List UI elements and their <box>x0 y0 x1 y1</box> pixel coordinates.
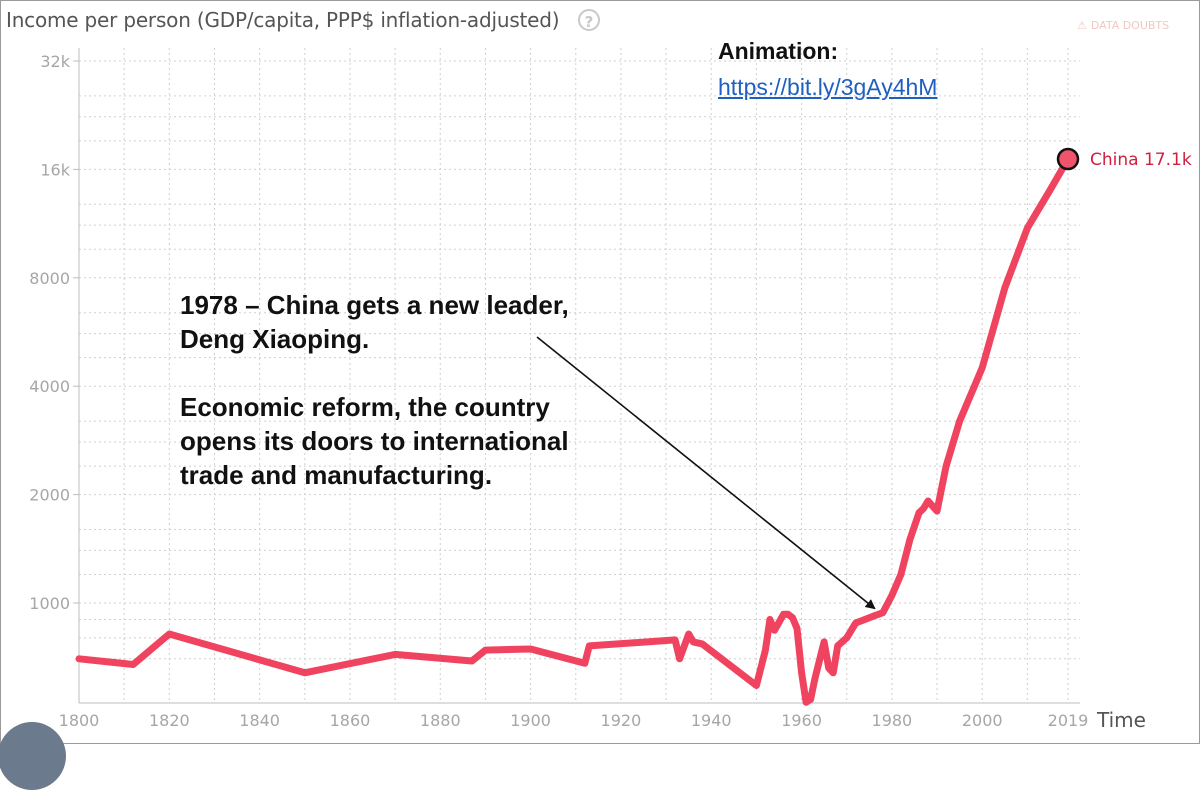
series-end-label: China 17.1k <box>1090 150 1192 170</box>
y-tick-label: 32k <box>40 52 70 71</box>
x-tick-label: 2019 <box>1048 711 1089 730</box>
x-tick-label: 1960 <box>781 711 822 730</box>
series-line-china <box>75 155 1072 706</box>
x-tick-label: 1880 <box>420 711 461 730</box>
annotation-line: trade and manufacturing. <box>180 460 493 490</box>
series-end-marker <box>1056 147 1080 171</box>
annotation-line: Deng Xiaoping. <box>180 324 370 354</box>
x-tick-label: 1860 <box>330 711 371 730</box>
annotation-line: opens its doors to international <box>180 426 569 456</box>
chart-plot: 1000 2000 4000 8000 16k 32k 1800 1820 1840 1860 18… <box>29 48 1192 732</box>
y-tick-label: 8000 <box>29 269 70 288</box>
axis-layer: 1000 2000 4000 8000 16k 32k 1800 1820 1840 1860 18… <box>29 48 1146 732</box>
annotation-line: 1978 – China gets a new leader, <box>180 290 569 320</box>
y-tick-label: 4000 <box>29 377 70 396</box>
avatar[interactable] <box>0 722 66 790</box>
x-tick-label: 1800 <box>59 711 100 730</box>
x-tick-label: 1920 <box>601 711 642 730</box>
animation-label: Animation: <box>718 38 839 64</box>
question-circle-icon[interactable]: ? <box>578 9 600 31</box>
x-tick-label: 1840 <box>239 711 280 730</box>
y-tick-label: 2000 <box>29 486 70 505</box>
annotation-arrow-layer <box>536 336 876 610</box>
x-tick-label: 1820 <box>149 711 190 730</box>
warning-triangle-icon: ⚠ <box>1077 19 1087 32</box>
annotation-text: 1978 – China gets a new leader, Deng Xia… <box>180 288 620 492</box>
animation-link[interactable]: https://bit.ly/3gAy4hM <box>718 74 938 100</box>
data-doubts-link[interactable]: ⚠ DATA DOUBTS <box>1077 19 1169 32</box>
x-tick-label: 2000 <box>962 711 1003 730</box>
series-layer: China 17.1k <box>75 147 1192 706</box>
chart-title: Income per person (GDP/capita, PPP$ infl… <box>6 8 560 32</box>
annotation-arrow <box>536 336 876 610</box>
x-axis-title: Time <box>1096 708 1146 732</box>
x-tick-label: 1900 <box>510 711 551 730</box>
x-tick-label: 1940 <box>691 711 732 730</box>
y-tick-label: 16k <box>40 160 70 179</box>
data-doubts-label: DATA DOUBTS <box>1090 19 1170 32</box>
annotation-line: Economic reform, the country <box>180 392 550 422</box>
x-tick-label: 1980 <box>872 711 913 730</box>
y-tick-label: 1000 <box>29 594 70 613</box>
